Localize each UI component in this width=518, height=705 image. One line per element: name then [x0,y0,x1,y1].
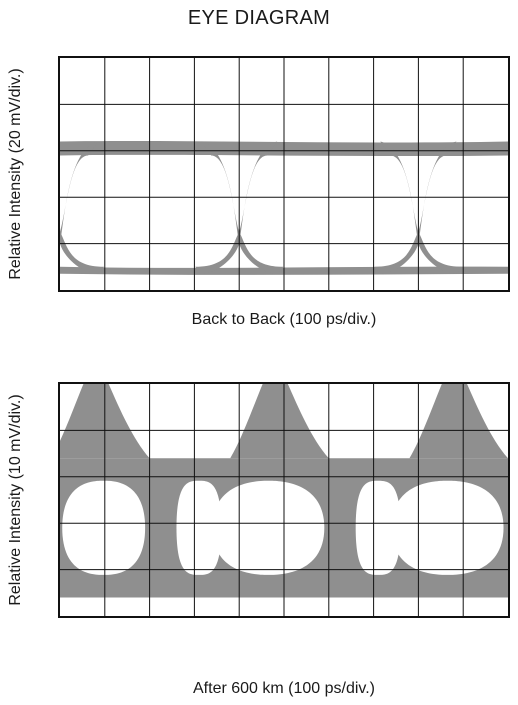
eye-opening [176,480,222,575]
bottom-panel-x-axis-label: After 600 km (100 ps/div.) [193,680,375,697]
top-eye-plot [60,58,508,290]
overshoot-peak [230,384,329,459]
eye-traces [60,141,508,275]
rising-edge-trace [195,141,278,274]
bottom-panel-grid [60,384,508,616]
eye-opening [355,480,401,575]
top-panel-y-axis-label: Relative Intensity (20 mV/div.) [7,68,24,280]
eye-opening [62,480,146,575]
top-panel-grid [60,58,508,290]
bottom-eye-panel [58,382,510,618]
overshoot-peak [409,384,508,459]
eye-openings [62,480,504,575]
falling-edge-trace [60,231,105,274]
bottom-eye-plot [60,384,508,616]
eye-opening [212,480,325,575]
top-eye-panel [58,56,510,292]
falling-edge-trace [201,141,284,274]
bottom-panel-y-axis-label: Relative Intensity (10 mV/div.) [7,394,24,606]
top-panel-x-axis-label: Back to Back (100 ps/div.) [191,311,377,328]
rising-edge-trace [374,141,457,274]
eye-opening [391,480,504,575]
falling-edge-trace [380,141,463,274]
chart-title: EYE DIAGRAM [187,7,331,29]
